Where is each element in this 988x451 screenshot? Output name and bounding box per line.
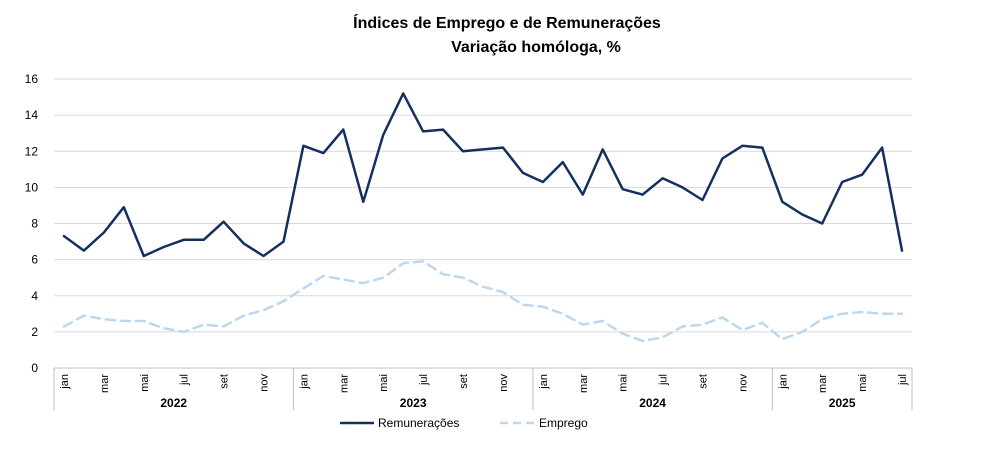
legend-remuneracoes-label: Remunerações bbox=[378, 416, 459, 430]
y-tick-label: 10 bbox=[25, 180, 39, 194]
x-tick-label: nov bbox=[737, 374, 749, 392]
y-tick-label: 16 bbox=[25, 72, 39, 86]
series-line-remuneracoes bbox=[62, 92, 904, 258]
x-axis: jan mar mai jul set nov jan mar mai jul set nov jan m… bbox=[53, 367, 913, 410]
x-tick-label: mai bbox=[378, 374, 390, 392]
y-tick-label: 2 bbox=[31, 325, 38, 339]
x-tick-label: mai bbox=[618, 374, 630, 392]
x-tick-label: mar bbox=[817, 374, 829, 393]
y-tick-label: 8 bbox=[31, 217, 38, 231]
x-tick-label: jan bbox=[538, 374, 550, 390]
gridlines bbox=[54, 78, 912, 333]
year-label: 2025 bbox=[829, 396, 856, 410]
x-tick-label: nov bbox=[498, 374, 510, 392]
x-tick-label: mar bbox=[578, 374, 590, 393]
x-tick-label: set bbox=[458, 374, 470, 389]
year-label: 2022 bbox=[160, 396, 187, 410]
x-tick-label: set bbox=[219, 374, 231, 389]
x-tick-label: jul bbox=[658, 374, 670, 386]
x-tick-label: mar bbox=[99, 374, 111, 393]
series-line-emprego bbox=[62, 260, 904, 343]
chart-subtitle: Variação homóloga, % bbox=[451, 39, 621, 56]
x-tick-label: jan bbox=[777, 374, 789, 390]
chart-title: Índices de Emprego e de Remunerações bbox=[353, 13, 661, 32]
x-tick-label: mar bbox=[338, 374, 350, 393]
series-lines bbox=[62, 92, 904, 343]
x-tick-label: jul bbox=[897, 374, 909, 386]
x-tick-label: nov bbox=[259, 374, 271, 392]
x-tick-label: mai bbox=[139, 374, 151, 392]
y-tick-label: 6 bbox=[31, 253, 38, 267]
y-tick-label: 14 bbox=[25, 108, 39, 122]
y-tick-label: 0 bbox=[31, 361, 38, 375]
x-tick-label: jul bbox=[418, 374, 430, 386]
year-label: 2023 bbox=[400, 396, 427, 410]
year-label: 2024 bbox=[639, 396, 666, 410]
x-tick-label: mai bbox=[857, 374, 869, 392]
legend: Remunerações Emprego bbox=[340, 416, 588, 430]
legend-emprego-label: Emprego bbox=[539, 416, 588, 430]
x-tick-label: jul bbox=[179, 374, 191, 386]
x-tick-label: jan bbox=[59, 374, 71, 390]
y-axis-ticks: 0 2 4 6 8 10 12 14 16 bbox=[25, 72, 39, 375]
x-tick-label: set bbox=[697, 374, 709, 389]
x-tick-label: jan bbox=[298, 374, 310, 390]
y-tick-label: 12 bbox=[25, 144, 39, 158]
y-tick-label: 4 bbox=[31, 289, 38, 303]
